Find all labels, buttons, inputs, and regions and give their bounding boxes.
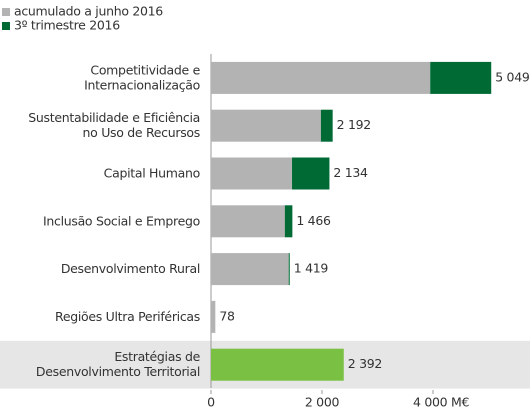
bar-segment bbox=[211, 157, 293, 190]
category-line: Desenvolvimento Rural bbox=[61, 261, 200, 276]
category-line: Competitividade e bbox=[90, 62, 200, 77]
bar-segment bbox=[284, 205, 293, 238]
category-label: Desenvolvimento Rural bbox=[61, 261, 200, 276]
total-label: 2 134 bbox=[333, 165, 368, 180]
category-line: Internacionalização bbox=[84, 77, 200, 92]
bar-segment bbox=[211, 300, 216, 333]
total-label: 78 bbox=[219, 308, 235, 323]
category-label: Regiões Ultra Periféricas bbox=[55, 308, 200, 323]
legend-label: 3º trimestre 2016 bbox=[14, 18, 120, 33]
x-tick-label: 2 000 bbox=[305, 395, 340, 410]
bar-segment bbox=[211, 109, 321, 142]
bar-segment bbox=[320, 109, 333, 142]
category-line: Regiões Ultra Periféricas bbox=[55, 308, 200, 323]
x-tick-label: 4 000 M€ bbox=[413, 395, 469, 410]
category-line: no Uso de Recursos bbox=[83, 125, 200, 140]
category-label: Sustentabilidade e Eficiência no Uso de R… bbox=[28, 110, 200, 140]
total-label: 5 049 bbox=[495, 69, 530, 84]
bar-segment bbox=[211, 205, 285, 238]
bar-segment bbox=[288, 253, 290, 286]
bar-segment bbox=[211, 61, 431, 94]
legend-swatch bbox=[2, 22, 10, 30]
legend-label: acumulado a junho 2016 bbox=[14, 4, 163, 19]
bar-segment bbox=[211, 348, 344, 381]
total-label: 2 192 bbox=[337, 117, 371, 132]
category-line: Capital Humano bbox=[104, 165, 200, 180]
total-label: 1 466 bbox=[296, 213, 331, 228]
category-label: Capital Humano bbox=[104, 165, 200, 180]
bar-segment bbox=[292, 157, 330, 190]
legend-swatch bbox=[2, 8, 10, 16]
category-line: Desenvolvimento Territorial bbox=[36, 364, 200, 379]
x-tick-label: 0 bbox=[207, 395, 215, 410]
total-label: 1 419 bbox=[294, 261, 329, 276]
category-line: Inclusão Social e Emprego bbox=[43, 213, 200, 228]
bar-segment bbox=[211, 253, 289, 286]
category-label: Estratégias de Desenvolvimento Territoria… bbox=[36, 349, 201, 379]
category-line: Sustentabilidade e Eficiência bbox=[28, 110, 200, 125]
total-label: 2 392 bbox=[348, 356, 382, 371]
category-line: Estratégias de bbox=[114, 349, 200, 364]
category-label: Competitividade e Internacionalização bbox=[84, 62, 201, 92]
category-label: Inclusão Social e Emprego bbox=[43, 213, 200, 228]
bar-segment bbox=[430, 61, 492, 94]
